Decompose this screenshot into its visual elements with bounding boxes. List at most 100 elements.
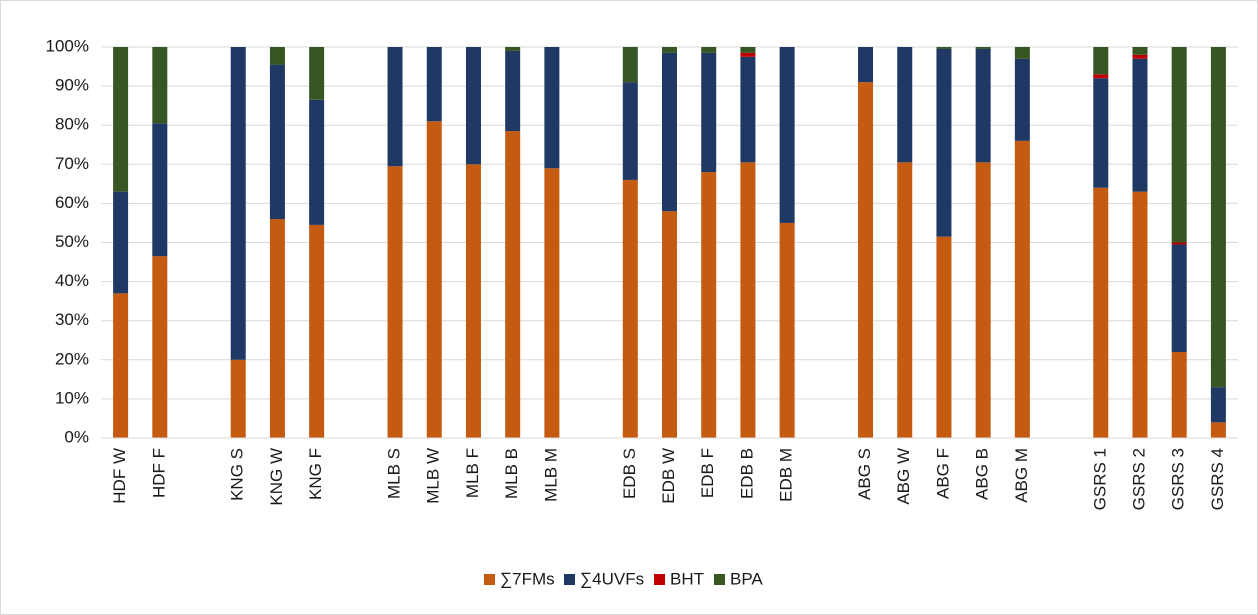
bar-segment	[152, 47, 168, 124]
bar-segment	[1132, 191, 1148, 438]
x-tick-label: ABG W	[894, 448, 913, 505]
y-tick-label: 50%	[55, 232, 89, 251]
x-tick-label: MLB M	[541, 448, 560, 502]
bar-segment	[622, 47, 638, 83]
legend-label: ∑7FMs	[500, 569, 555, 588]
bar-segment	[897, 47, 913, 163]
x-tick-label: EDB S	[620, 448, 639, 499]
bar-segment	[662, 47, 677, 53]
bar-segment	[505, 47, 521, 51]
bar-segment	[1014, 58, 1030, 141]
bar-segment	[426, 121, 442, 438]
x-tick-label: MLB W	[424, 448, 443, 504]
bar-segment	[1132, 58, 1148, 192]
x-tick-label: EDB W	[659, 448, 678, 504]
bar-segment	[1210, 47, 1226, 388]
x-tick-label: EDB B	[737, 448, 756, 499]
legend-swatch	[654, 574, 665, 585]
x-tick-label: GSRS 1	[1090, 448, 1109, 510]
bar-segment	[269, 219, 285, 438]
bar-segment	[544, 47, 560, 169]
x-tick-label: HDF F	[149, 448, 168, 498]
x-tick-label: ABG S	[855, 448, 874, 500]
legend-swatch	[484, 574, 495, 585]
bar-segment	[1093, 187, 1109, 438]
bar-segment	[309, 99, 325, 225]
bar-segment	[1093, 78, 1109, 188]
y-tick-label: 80%	[55, 115, 89, 134]
y-tick-label: 90%	[55, 76, 89, 95]
y-tick-label: 70%	[55, 154, 89, 173]
bar-segment	[1210, 422, 1226, 438]
bar-segment	[230, 359, 246, 438]
bar-segment	[1093, 74, 1109, 79]
x-tick-label: EDB M	[777, 448, 796, 502]
bar-segment	[1132, 47, 1148, 55]
y-tick-label: 10%	[55, 388, 89, 407]
bar-segment	[1171, 351, 1187, 438]
x-tick-label: HDF W	[110, 448, 129, 504]
x-tick-label: KNG F	[306, 448, 325, 500]
bar-segment	[1171, 244, 1187, 352]
bar-segment	[740, 56, 756, 163]
bar-segment	[662, 211, 677, 438]
x-tick-label: GSRS 4	[1208, 448, 1227, 510]
y-tick-label: 0%	[64, 427, 89, 446]
bar-segment	[622, 179, 638, 438]
y-tick-label: 20%	[55, 349, 89, 368]
bar-segment	[1132, 54, 1148, 59]
bar-segment	[779, 222, 795, 438]
legend-swatch	[714, 574, 725, 585]
bar-segment	[1093, 47, 1109, 75]
bar-segment	[1014, 47, 1030, 59]
x-tick-label: EDB F	[698, 448, 717, 498]
bar-segment	[544, 168, 560, 438]
bar-segment	[701, 172, 717, 438]
y-tick-label: 60%	[55, 193, 89, 212]
x-tick-label: ABG M	[1012, 448, 1031, 503]
y-tick-label: 100%	[46, 36, 89, 55]
bar-segment	[465, 164, 481, 439]
bar-segment	[465, 47, 481, 165]
bar-segment	[387, 47, 403, 167]
bar-segment	[269, 47, 285, 65]
legend-label: ∑4UVFs	[580, 569, 644, 588]
bar-segment	[1171, 242, 1187, 245]
bar-segment	[936, 236, 952, 438]
bar-segment	[701, 47, 717, 53]
x-tick-label: GSRS 2	[1129, 448, 1148, 510]
x-tick-label: GSRS 3	[1169, 448, 1188, 510]
bar-segment	[152, 256, 168, 438]
bar-segment	[152, 123, 168, 257]
bar-segment	[858, 82, 874, 438]
bar-segment	[740, 162, 756, 438]
bar-segment	[309, 47, 325, 100]
y-tick-label: 30%	[55, 310, 89, 329]
bar-segment	[975, 162, 991, 438]
legend-label: BPA	[730, 569, 763, 588]
bar-segment	[309, 224, 325, 438]
bar-segment	[740, 52, 756, 57]
bar-segment	[897, 162, 913, 438]
bar-segment	[1171, 47, 1187, 243]
bar-segment	[1210, 387, 1226, 423]
bar-segment	[936, 47, 952, 49]
x-tick-label: ABG F	[933, 448, 952, 499]
bar-segment	[622, 82, 638, 180]
bar-segment	[505, 50, 521, 132]
bar-segment	[387, 166, 403, 438]
x-tick-label: ABG B	[973, 448, 992, 500]
legend-label: BHT	[670, 569, 704, 588]
bar-segment	[858, 47, 874, 83]
x-tick-label: KNG S	[228, 448, 247, 501]
bar-segment	[113, 293, 129, 438]
x-tick-label: MLB B	[502, 448, 521, 499]
bar-segment	[426, 47, 442, 122]
bar-segment	[701, 52, 717, 173]
bar-segment	[113, 191, 129, 294]
bar-segment	[269, 64, 285, 220]
x-tick-label: MLB F	[463, 448, 482, 498]
bar-segment	[740, 47, 756, 53]
